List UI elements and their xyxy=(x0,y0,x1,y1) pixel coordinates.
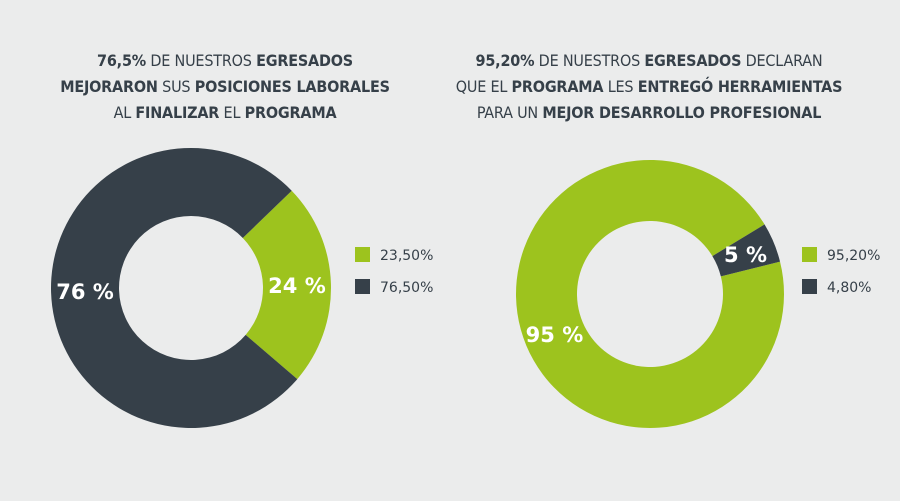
legend-label: 95,20% xyxy=(827,248,880,264)
title-segment: EL xyxy=(219,103,245,122)
legend-swatch xyxy=(802,247,817,262)
title-segment: SUS xyxy=(157,77,195,96)
title-segment: DECLARAN xyxy=(741,51,823,70)
title-segment: 95,20% xyxy=(475,51,535,70)
title-line: PARA UN MEJOR DESARROLLO PROFESIONAL xyxy=(424,100,874,126)
legend-swatch xyxy=(355,247,370,262)
title-segment: QUE EL xyxy=(455,77,512,96)
title-segment: DE NUESTROS xyxy=(534,51,645,70)
title-segment: 76,5% xyxy=(97,51,146,70)
title-segment: PROGRAMA xyxy=(244,103,337,122)
slice-label: 95 % xyxy=(526,323,584,347)
chart-title-right: 95,20% DE NUESTROS EGRESADOS DECLARAN QUE… xyxy=(424,48,874,126)
title-line: AL FINALIZAR EL PROGRAMA xyxy=(0,100,450,126)
legend-label: 4,80% xyxy=(827,280,871,296)
chart-title-left: 76,5% DE NUESTROS EGRESADOS MEJORARON SUS… xyxy=(0,48,450,126)
donut-chart-1: 24 % 76 % 23,50% 76,50% xyxy=(51,147,433,428)
donut-slice xyxy=(51,147,298,428)
legend-label: 23,50% xyxy=(380,248,433,264)
title-line: MEJORARON SUS POSICIONES LABORALES xyxy=(0,74,450,100)
title-segment: MEJORARON xyxy=(60,77,158,96)
title-segment: ENTREGÓ HERRAMIENTAS xyxy=(637,77,843,96)
title-segment: EGRESADOS xyxy=(256,51,353,70)
title-segment: PROGRAMA xyxy=(511,77,604,96)
title-line: QUE EL PROGRAMA LES ENTREGÓ HERRAMIENTAS xyxy=(424,74,874,100)
title-segment: PARA UN xyxy=(476,103,543,122)
slice-label: 5 % xyxy=(724,243,767,267)
donut-slice xyxy=(242,190,331,380)
title-segment: EGRESADOS xyxy=(644,51,742,70)
slice-label: 24 % xyxy=(268,274,326,298)
slice-label: 76 % xyxy=(56,280,114,304)
donut-slice xyxy=(516,160,785,429)
donut-chart-2: 95 % 5 % 95,20% 4,80% xyxy=(516,160,880,429)
legend-swatch xyxy=(355,279,370,294)
title-segment: MEJOR DESARROLLO PROFESIONAL xyxy=(542,103,822,122)
title-segment: AL xyxy=(113,103,136,122)
title-segment: FINALIZAR xyxy=(135,103,220,122)
legend-swatch xyxy=(802,279,817,294)
title-line: 76,5% DE NUESTROS EGRESADOS xyxy=(0,48,450,74)
title-segment: LES xyxy=(603,77,638,96)
title-line: 95,20% DE NUESTROS EGRESADOS DECLARAN xyxy=(424,48,874,74)
title-segment: DE NUESTROS xyxy=(146,51,257,70)
legend-label: 76,50% xyxy=(380,280,433,296)
title-segment: POSICIONES LABORALES xyxy=(194,77,390,96)
donut-slice xyxy=(712,224,781,277)
